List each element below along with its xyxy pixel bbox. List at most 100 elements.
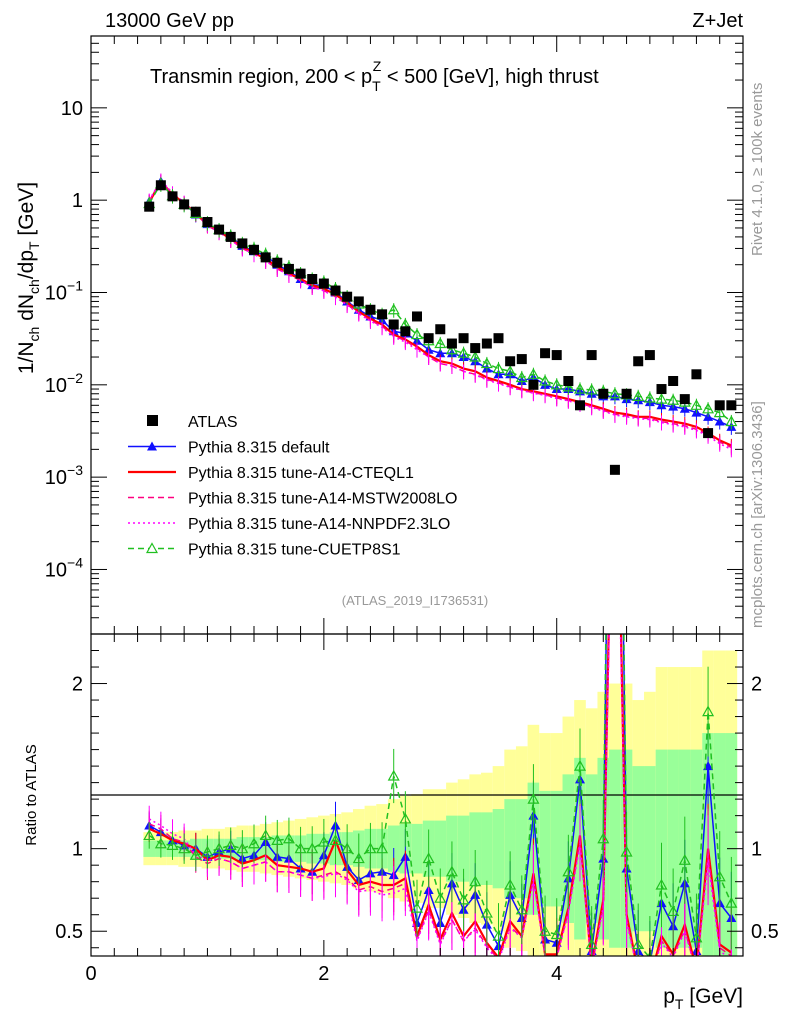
ratio-point-pythia-8-315-tune-cuetp8s1: [154, 837, 167, 849]
main-point-pythia-8-315-tune-cuetp8s1: [690, 399, 703, 410]
main-point-pythia-8-315-tune-cuetp8s1: [585, 383, 598, 395]
main-y-tick-label: 10: [61, 98, 83, 120]
atlas-data-point: [167, 191, 178, 202]
x-axis-label: pT [GeV]: [663, 985, 743, 1012]
rivet-label: Rivet 4.1.0, ≥ 100k events: [749, 83, 766, 256]
main-y-tick-label: 10−4: [45, 554, 83, 581]
main-title: Transmin region, 200 < pTZ < 500 [GeV], …: [150, 58, 599, 94]
ratio-point-pythia-8-315-tune-cuetp8s1: [678, 853, 691, 865]
main-point-pythia-8-315-tune-cuetp8s1: [702, 402, 715, 414]
atlas-data-point: [260, 252, 271, 263]
ratio-point-pythia-8-315-tune-cuetp8s1: [434, 891, 447, 903]
main-y-axis-label: 1/Nch dNch/dpT [GeV]: [15, 182, 42, 374]
atlas-data-point: [353, 296, 364, 307]
ratio-point-pythia-8-315-tune-cuetp8s1: [632, 938, 645, 950]
atlas-data-point: [330, 285, 341, 296]
atlas-data-point: [563, 375, 574, 386]
x-tick-label: 0: [85, 963, 96, 985]
main-point-pythia-8-315-tune-cuetp8s1: [667, 394, 680, 405]
ratio-stat-uncertainty-band: [725, 733, 738, 956]
atlas-data-point: [237, 238, 248, 249]
main-point-pythia-8-315-tune-cuetp8s1: [492, 362, 505, 374]
atlas-data-point: [703, 428, 714, 439]
atlas-data-point: [633, 356, 644, 367]
ratio-stat-uncertainty-band: [667, 749, 679, 948]
atlas-data-point: [307, 274, 318, 285]
ratio-point-pythia-8-315-tune-cuetp8s1: [247, 837, 261, 849]
main-point-pythia-8-315-tune-cuetp8s1: [643, 391, 656, 403]
ratio-stat-uncertainty-band: [411, 823, 423, 874]
atlas-data-point: [446, 338, 457, 349]
atlas-data-point: [179, 199, 190, 210]
ratio-point-pythia-8-315-tune-cuetp8s1: [236, 842, 249, 854]
atlas-data-point: [225, 231, 236, 242]
ratio-point-pythia-8-315-tune-cuetp8s1: [690, 931, 703, 943]
main-y-tick-label-base: 10: [45, 375, 67, 397]
atlas-data-point: [283, 263, 294, 274]
legend-label-pythia-8-315-tune-a14-nnpdf2-3lo: Pythia 8.315 tune-A14-NNPDF2.3LO: [188, 516, 450, 533]
ratio-stat-uncertainty-band: [515, 799, 528, 899]
main-y-tick-label-base: 10: [45, 559, 67, 581]
main-point-pythia-8-315-tune-cuetp8s1: [527, 368, 540, 379]
ratio-point-pythia-8-315-tune-cuetp8s1: [620, 845, 633, 857]
ratio-point-pythia-8-315-tune-cuetp8s1: [667, 905, 680, 917]
ratio-point-pythia-8-315-tune-cuetp8s1: [306, 842, 319, 854]
main-point-pythia-8-315-tune-cuetp8s1: [550, 378, 563, 390]
main-series-line-pythia-8-315-tune-a14-mstw2008lo: [148, 179, 732, 449]
ratio-y-tick-label-right: 0.5: [751, 921, 779, 943]
ratio-point-pythia-8-315-tune-cuetp8s1: [364, 842, 377, 854]
ratio-point-pythia-8-315-tune-cuetp8s1: [585, 938, 598, 950]
main-y-tick-label-exponent: −4: [67, 554, 83, 570]
ratio-point-pythia-8-315-tune-cuetp8s1: [702, 705, 715, 717]
ratio-point-pythia-8-315-tune-cuetp8s1: [213, 842, 226, 854]
ratio-point-pythia-8-315-tune-cuetp8s1: [166, 839, 179, 850]
atlas-data-point: [609, 464, 620, 475]
atlas-data-point: [656, 384, 667, 395]
main-point-pythia-8-315-tune-cuetp8s1: [655, 392, 668, 404]
ratio-point-pythia-8-315-tune-cuetp8s1: [329, 834, 342, 846]
atlas-data-point: [726, 400, 737, 411]
ratio-point-pythia-8-315-tune-cuetp8s1: [387, 769, 400, 781]
atlas-data-point: [249, 244, 259, 255]
ratio-stat-uncertainty-band: [481, 812, 493, 885]
ratio-point-pythia-8-315-tune-cuetp8s1: [282, 832, 295, 844]
ratio-point-pythia-8-315-tune-cuetp8s1: [143, 829, 156, 841]
ratio-stat-uncertainty-band: [492, 809, 505, 889]
legend-label-pythia-8-315-tune-cuetp8s1: Pythia 8.315 tune-CUETP8S1: [188, 542, 401, 559]
ratio-point-pythia-8-315-tune-cuetp8s1: [492, 929, 505, 941]
header-left: 13000 GeV pp: [105, 10, 234, 32]
atlas-data-point: [155, 180, 166, 191]
atlas-data-point: [388, 319, 399, 330]
main-y-tick-label-exponent: −3: [67, 462, 83, 478]
atlas-data-point: [202, 217, 213, 228]
ratio-point-pythia-8-315-tune-cuetp8s1: [445, 865, 458, 877]
legend-marker-pythia-8-315-tune-cuetp8s1: [145, 542, 159, 554]
legend-label-pythia-8-315-tune-a14-cteql1: Pythia 8.315 tune-A14-CTEQL1: [188, 465, 414, 482]
atlas-data-point: [214, 224, 225, 235]
atlas-data-point: [551, 350, 562, 361]
main-point-pythia-8-315-tune-cuetp8s1: [445, 343, 458, 355]
ratio-band-layer: [143, 650, 738, 956]
ratio-point-pythia-8-315-tune-cuetp8s1: [655, 878, 668, 890]
atlas-data-point: [377, 309, 388, 320]
atlas-data-point: [644, 350, 655, 361]
main-point-pythia-8-315-tune-cuetp8s1: [515, 371, 528, 383]
ratio-point-pythia-8-315-tune-cuetp8s1: [573, 759, 587, 771]
main-series-line-pythia-8-315-tune-cuetp8s1: [148, 182, 732, 423]
main-point-pythia-8-315-tune-cuetp8s1: [410, 328, 424, 340]
ratio-y-tick-label-right: 1: [751, 839, 762, 861]
ratio-y-tick-label-right: 2: [751, 674, 762, 696]
atlas-data-point: [540, 348, 551, 359]
atlas-data-point: [190, 206, 201, 217]
ratio-point-pythia-8-315-tune-cuetp8s1: [480, 906, 493, 918]
ratio-stat-uncertainty-band: [457, 815, 470, 882]
atlas-data-point: [493, 333, 504, 344]
ratio-point-pythia-8-315-tune-cuetp8s1: [341, 842, 354, 854]
atlas-data-point: [528, 379, 539, 390]
atlas-data-point: [691, 369, 702, 380]
atlas-data-point: [481, 338, 492, 349]
ratio-stat-uncertainty-band: [434, 820, 447, 877]
main-point-pythia-8-315-default: [435, 348, 446, 358]
header-right: Z+Jet: [692, 10, 743, 32]
